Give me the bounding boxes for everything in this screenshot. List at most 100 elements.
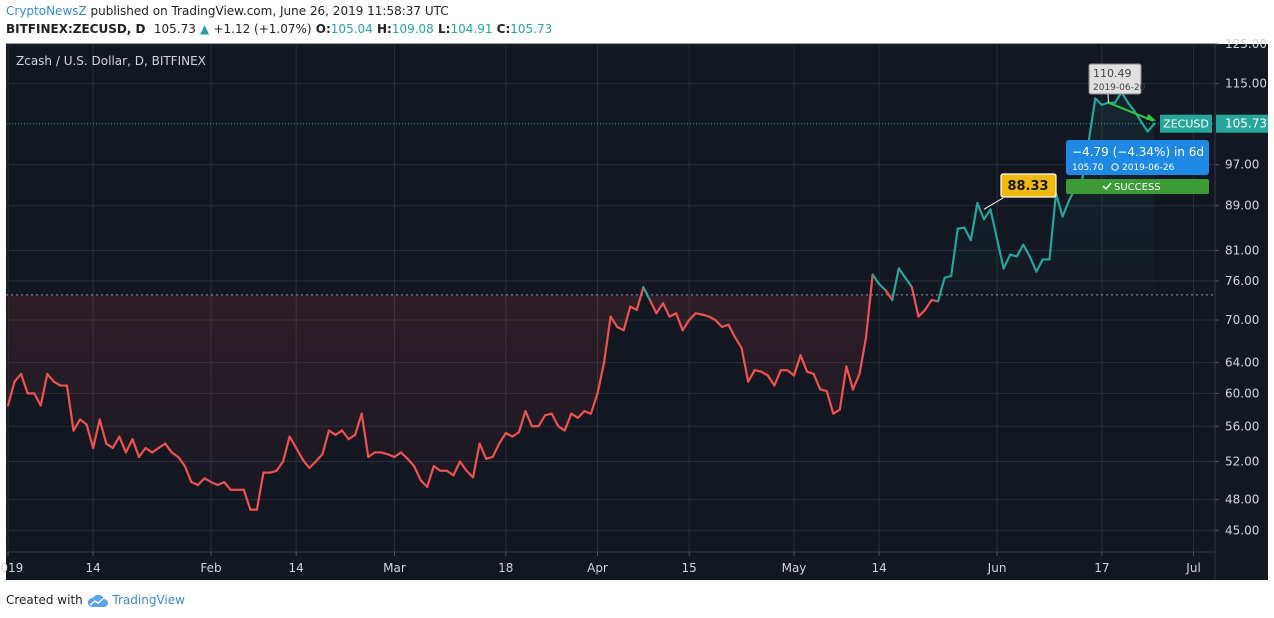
price-segment — [242, 488, 252, 511]
price-segment — [1054, 192, 1064, 218]
price-segment — [295, 446, 304, 461]
x-tick-label: Apr — [587, 561, 608, 575]
last-price: 105.73 — [153, 22, 196, 36]
up-area-fill — [885, 92, 1155, 295]
price-segment — [897, 267, 907, 279]
price-segment — [137, 446, 147, 459]
price-segment — [485, 455, 494, 460]
entry-callout-pointer — [983, 197, 1004, 210]
price-segment — [832, 408, 841, 415]
price-segment — [602, 315, 612, 364]
price-segment — [950, 227, 959, 277]
x-tick-label: May — [782, 561, 807, 575]
price-segment — [144, 446, 154, 454]
price-segment — [766, 374, 776, 387]
price-segment — [419, 479, 429, 489]
delta-box-bg — [1066, 140, 1209, 175]
price-segment — [517, 410, 527, 434]
price-segment — [13, 372, 23, 383]
price-segment — [930, 298, 940, 303]
price-segment — [465, 469, 475, 479]
price-segment — [85, 423, 95, 450]
low-value: 104.91 — [450, 22, 493, 36]
delta-box-date: 2019-06-26 — [1122, 163, 1175, 173]
price-segment — [733, 336, 743, 350]
tradingview-cloud-icon — [87, 594, 108, 607]
price-segment — [799, 354, 809, 373]
entry-callout-bg — [1000, 173, 1057, 198]
price-segment — [524, 410, 534, 428]
trend-arrow-line — [1108, 101, 1154, 122]
price-segment — [747, 369, 756, 383]
price-segment — [255, 471, 265, 511]
y-tick-label: 115.00 — [1225, 77, 1267, 91]
trend-arrow-head — [1146, 113, 1157, 121]
price-segment — [904, 276, 914, 289]
price-segment — [589, 392, 599, 415]
y-tick-label: 125.00 — [1225, 37, 1267, 51]
x-tick-label: 18 — [498, 561, 513, 575]
current-price-tag: ZECUSD 105.73 — [1160, 114, 1268, 133]
publisher-link[interactable]: CryptoNewsZ — [6, 4, 87, 18]
price-segment — [570, 412, 579, 419]
price-segment — [196, 477, 206, 487]
price-segment — [910, 286, 920, 318]
price-segment — [288, 435, 298, 450]
price-segment — [858, 336, 868, 376]
price-segment — [354, 412, 363, 436]
price-segment — [216, 481, 226, 487]
price-segment — [111, 435, 121, 450]
price-segment — [65, 384, 75, 432]
price-segment — [694, 312, 704, 316]
price-segment — [78, 418, 88, 426]
high-callout: 110.49 2019-06-20 — [1088, 63, 1146, 103]
clock-icon — [1111, 163, 1119, 171]
price-segment — [923, 298, 933, 312]
price-segment — [170, 451, 180, 459]
price-segment — [275, 460, 285, 472]
price-segment — [543, 412, 553, 417]
price-segment — [629, 305, 638, 312]
y-tick-label: 45.00 — [1225, 523, 1259, 537]
price-segment — [183, 465, 193, 484]
price-segment — [956, 226, 966, 230]
price-segment — [550, 412, 560, 428]
time-axis[interactable]: 2019 14 Feb 14 Mar 18 Apr 15 May 14 Jun 17 Jul — [0, 552, 1201, 575]
price-segment — [301, 458, 311, 470]
price-segment — [891, 267, 900, 302]
price-segment — [989, 208, 999, 241]
y-tick-label: 89.00 — [1225, 199, 1259, 213]
y-tick-label: 81.00 — [1225, 244, 1259, 258]
price-segment — [504, 432, 514, 438]
price-segment — [386, 453, 396, 459]
symbol-line: BITFINEX:ZECUSD, D 105.73 ▲ +1.12 (+1.07… — [6, 22, 552, 36]
price-segment — [1087, 97, 1097, 142]
price-segment — [203, 477, 213, 484]
price-segment — [792, 354, 802, 377]
price-segment — [511, 431, 521, 438]
price-segment — [760, 370, 769, 377]
success-badge: SUCCESS — [1066, 179, 1209, 194]
price-segment — [157, 442, 167, 450]
price-segment — [105, 442, 114, 450]
price-segment — [609, 315, 619, 328]
price-segment — [812, 372, 822, 391]
y-tick-label: 60.00 — [1225, 386, 1259, 400]
price-segment — [426, 465, 435, 489]
y-tick-label: 52.00 — [1225, 455, 1259, 469]
price-segment — [1126, 101, 1136, 113]
tradingview-link[interactable]: TradingView — [112, 593, 185, 607]
price-segment — [52, 380, 62, 387]
price-segment — [805, 370, 815, 376]
price-segment — [701, 313, 710, 318]
price-segment — [864, 273, 874, 339]
price-segment — [668, 312, 678, 318]
price-segment — [786, 369, 796, 377]
price-segment — [845, 365, 855, 391]
price-segment — [917, 308, 927, 318]
price-axis[interactable]: 125.00 115.00 97.00 89.00 81.00 76.00 70.00 64.… — [1160, 37, 1268, 537]
high-callout-value: 110.49 — [1093, 67, 1132, 80]
close-label: C: — [496, 22, 511, 36]
y-tick-label: 76.00 — [1225, 274, 1259, 288]
